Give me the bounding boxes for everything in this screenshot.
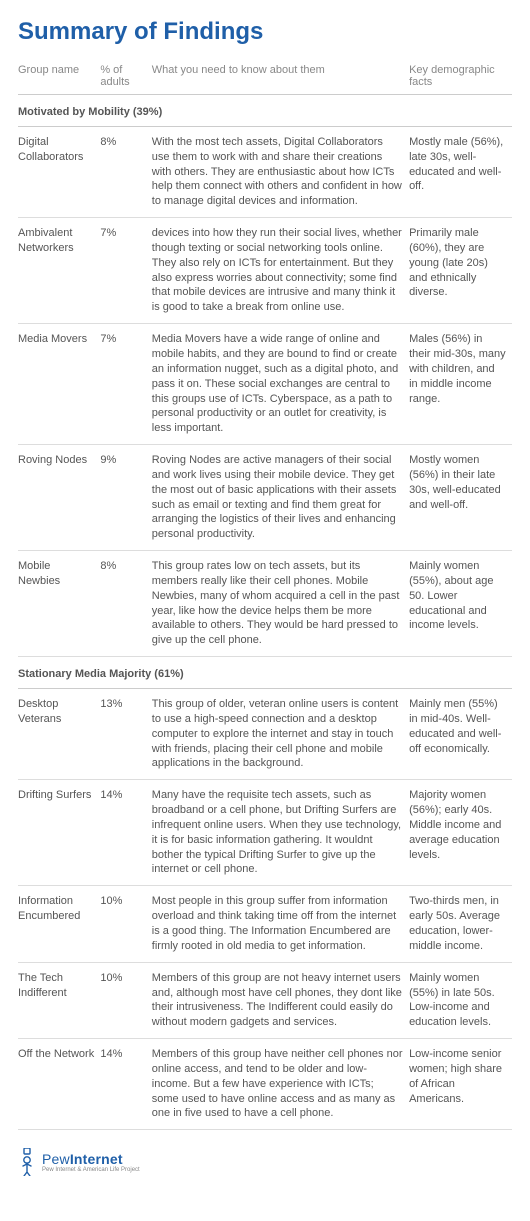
cell-desc: With the most tech assets, Digital Colla… [152,126,409,217]
cell-demo: Primarily male (60%), they are young (la… [409,218,512,324]
findings-table: Group name % of adults What you need to … [18,60,512,1130]
cell-pct: 9% [100,445,151,551]
col-pct: % of adults [100,60,151,95]
cell-desc: This group rates low on tech assets, but… [152,551,409,657]
table-row: Off the Network14%Members of this group … [18,1039,512,1130]
section-row: Stationary Media Majority (61%) [18,657,512,689]
table-row: Mobile Newbies8%This group rates low on … [18,551,512,657]
cell-group: Digital Collaborators [18,126,100,217]
cell-pct: 7% [100,218,151,324]
cell-demo: Mainly women (55%), about age 50. Lower … [409,551,512,657]
cell-pct: 14% [100,780,151,886]
cell-group: Ambivalent Networkers [18,218,100,324]
table-row: Drifting Surfers14%Many have the requisi… [18,780,512,886]
cell-group: Mobile Newbies [18,551,100,657]
cell-desc: devices into how they run their social l… [152,218,409,324]
cell-pct: 13% [100,689,151,780]
cell-desc: This group of older, veteran online user… [152,689,409,780]
table-row: Media Movers7%Media Movers have a wide r… [18,324,512,445]
cell-group: Off the Network [18,1039,100,1130]
cell-demo: Two-thirds men, in early 50s. Average ed… [409,886,512,962]
cell-demo: Mostly women (56%) in their late 30s, we… [409,445,512,551]
table-row: Ambivalent Networkers7%devices into how … [18,218,512,324]
col-group: Group name [18,60,100,95]
cell-desc: Members of this group are not heavy inte… [152,962,409,1038]
cell-pct: 10% [100,962,151,1038]
section-label: Motivated by Mobility (39%) [18,95,512,127]
cell-demo: Majority women (56%); early 40s. Middle … [409,780,512,886]
cell-pct: 14% [100,1039,151,1130]
cell-pct: 7% [100,324,151,445]
cell-pct: 8% [100,126,151,217]
table-row: Information Encumbered10%Most people in … [18,886,512,962]
col-demo: Key demographic facts [409,60,512,95]
table-header-row: Group name % of adults What you need to … [18,60,512,95]
pew-logo-text: PewInternet [42,1152,140,1166]
cell-desc: Members of this group have neither cell … [152,1039,409,1130]
cell-group: The Tech Indifferent [18,962,100,1038]
cell-group: Media Movers [18,324,100,445]
pew-logo: PewInternet Pew Internet & American Life… [18,1148,512,1176]
cell-group: Drifting Surfers [18,780,100,886]
pew-logo-icon [18,1148,36,1176]
cell-group: Desktop Veterans [18,689,100,780]
page-title: Summary of Findings [18,18,512,46]
table-row: The Tech Indifferent10%Members of this g… [18,962,512,1038]
cell-pct: 10% [100,886,151,962]
cell-demo: Mainly men (55%) in mid-40s. Well-educat… [409,689,512,780]
cell-group: Information Encumbered [18,886,100,962]
cell-demo: Mainly women (55%) in late 50s. Low-inco… [409,962,512,1038]
cell-demo: Mostly male (56%), late 30s, well-educat… [409,126,512,217]
cell-demo: Low-income senior women; high share of A… [409,1039,512,1130]
cell-demo: Males (56%) in their mid-30s, many with … [409,324,512,445]
pew-logo-subtitle: Pew Internet & American Life Project [42,1167,140,1173]
cell-desc: Roving Nodes are active managers of thei… [152,445,409,551]
cell-desc: Media Movers have a wide range of online… [152,324,409,445]
table-row: Digital Collaborators8%With the most tec… [18,126,512,217]
section-row: Motivated by Mobility (39%) [18,95,512,127]
cell-group: Roving Nodes [18,445,100,551]
table-row: Roving Nodes9%Roving Nodes are active ma… [18,445,512,551]
cell-desc: Most people in this group suffer from in… [152,886,409,962]
table-row: Desktop Veterans13%This group of older, … [18,689,512,780]
section-label: Stationary Media Majority (61%) [18,657,512,689]
cell-desc: Many have the requisite tech assets, suc… [152,780,409,886]
col-desc: What you need to know about them [152,60,409,95]
cell-pct: 8% [100,551,151,657]
